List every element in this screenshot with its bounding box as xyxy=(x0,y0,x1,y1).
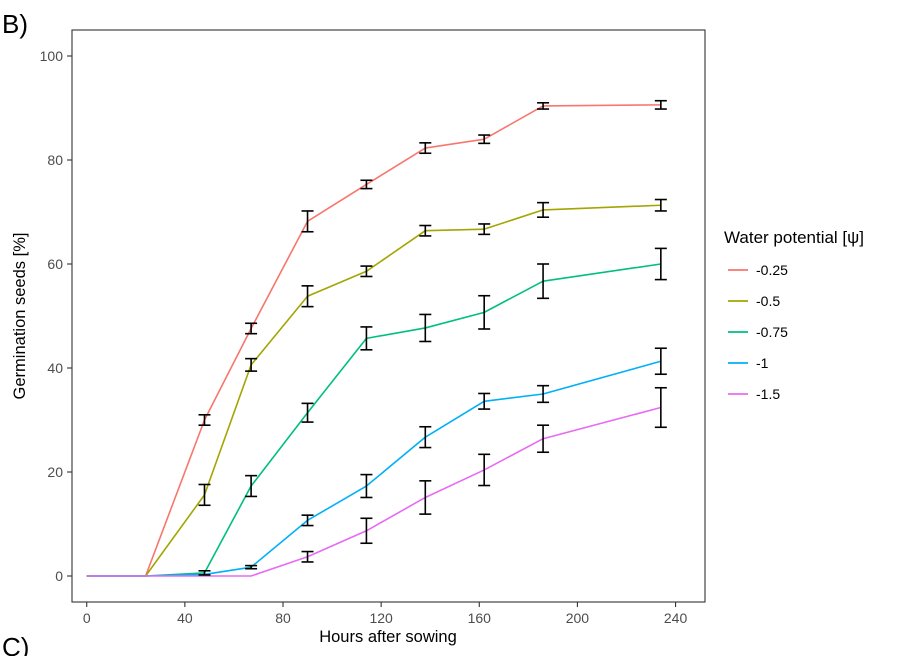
errorbar-layer xyxy=(198,99,667,576)
legend-items: -0.25 -0.5 -0.75 -1 -1.5 xyxy=(728,262,788,402)
legend-label-4: -1.5 xyxy=(756,386,780,402)
legend-item-2: -0.75 xyxy=(728,324,788,340)
y-axis: 0 20 40 60 80 100 xyxy=(40,48,72,584)
error-bar-1-4 xyxy=(301,285,314,308)
y-tick-label-2: 40 xyxy=(47,360,63,376)
y-tick-label-5: 100 xyxy=(40,48,64,64)
x-tick-label-3: 120 xyxy=(369,610,393,626)
error-bar-2-7 xyxy=(478,294,491,330)
x-axis-title: Hours after sowing xyxy=(319,628,457,646)
error-bar-1-3 xyxy=(245,357,258,372)
error-bar-4-9 xyxy=(654,386,667,429)
panel-label-c: C) xyxy=(2,632,29,656)
plot-area: 0 40 80 120 160 200 240 0 20 40 60 80 100 xyxy=(40,29,706,626)
legend-item-4: -1.5 xyxy=(728,386,780,402)
error-bar-0-5 xyxy=(360,179,373,190)
y-tick-label-3: 60 xyxy=(47,256,63,272)
error-bar-0-4 xyxy=(301,210,314,233)
legend-item-0: -0.25 xyxy=(728,262,788,278)
legend: Water potential [ψ] -0.25 -0.5 -0.75 -1 -1.5 xyxy=(724,228,864,402)
error-bar-2-9 xyxy=(654,247,667,281)
x-tick-label-0: 0 xyxy=(83,610,91,626)
error-bar-0-3 xyxy=(245,322,258,335)
plot-panel-border xyxy=(71,29,706,603)
y-tick-label-4: 80 xyxy=(47,152,63,168)
error-bar-0-7 xyxy=(478,134,491,145)
error-bar-1-5 xyxy=(360,265,373,278)
legend-item-1: -0.5 xyxy=(728,293,780,309)
error-bar-1-6 xyxy=(419,224,432,237)
y-tick-label-0: 0 xyxy=(55,568,63,584)
series-line-0 xyxy=(86,104,661,577)
series-line-1 xyxy=(86,204,661,577)
series-layer xyxy=(86,104,662,577)
x-axis: 0 40 80 120 160 200 240 xyxy=(83,602,688,626)
error-bar-4-6 xyxy=(419,480,432,515)
x-tick-label-6: 240 xyxy=(664,610,688,626)
legend-title: Water potential [ψ] xyxy=(724,228,864,247)
x-tick-label-4: 160 xyxy=(468,610,492,626)
error-bar-2-5 xyxy=(360,326,373,351)
x-tick-label-2: 80 xyxy=(275,610,291,626)
error-bar-0-2 xyxy=(198,413,211,427)
error-bar-2-3 xyxy=(245,474,258,498)
error-bar-0-6 xyxy=(419,142,432,155)
error-bar-0-9 xyxy=(654,99,667,110)
error-bar-3-9 xyxy=(654,347,667,376)
error-bar-4-8 xyxy=(537,424,550,454)
error-bar-1-7 xyxy=(478,223,491,236)
error-bar-2-8 xyxy=(537,263,550,300)
error-bar-4-7 xyxy=(478,453,491,487)
legend-label-1: -0.5 xyxy=(756,293,780,309)
panel-label-b: B) xyxy=(2,9,28,39)
error-bar-3-6 xyxy=(419,425,432,449)
series-line-4 xyxy=(86,406,662,577)
error-bar-4-5 xyxy=(360,517,373,545)
legend-label-3: -1 xyxy=(756,355,769,371)
legend-label-2: -0.75 xyxy=(756,324,788,340)
y-axis-title: Germination seeds [%] xyxy=(11,233,29,400)
error-bar-3-7 xyxy=(478,392,491,410)
error-bar-3-8 xyxy=(537,384,550,404)
error-bar-1-9 xyxy=(654,198,667,212)
legend-label-0: -0.25 xyxy=(756,262,788,278)
error-bar-3-4 xyxy=(301,514,314,527)
error-bar-2-6 xyxy=(419,313,432,343)
error-bar-3-3 xyxy=(245,564,258,570)
error-bar-4-4 xyxy=(301,550,314,563)
error-bar-0-8 xyxy=(537,102,550,110)
error-bar-2-4 xyxy=(301,402,314,423)
error-bar-1-2 xyxy=(198,483,211,507)
error-bar-1-8 xyxy=(537,201,550,218)
error-bar-3-5 xyxy=(360,473,373,499)
error-bar-2-2 xyxy=(198,569,211,576)
x-tick-label-1: 40 xyxy=(177,610,193,626)
x-tick-label-5: 200 xyxy=(566,610,590,626)
legend-item-3: -1 xyxy=(728,355,769,371)
y-tick-label-1: 20 xyxy=(47,464,63,480)
